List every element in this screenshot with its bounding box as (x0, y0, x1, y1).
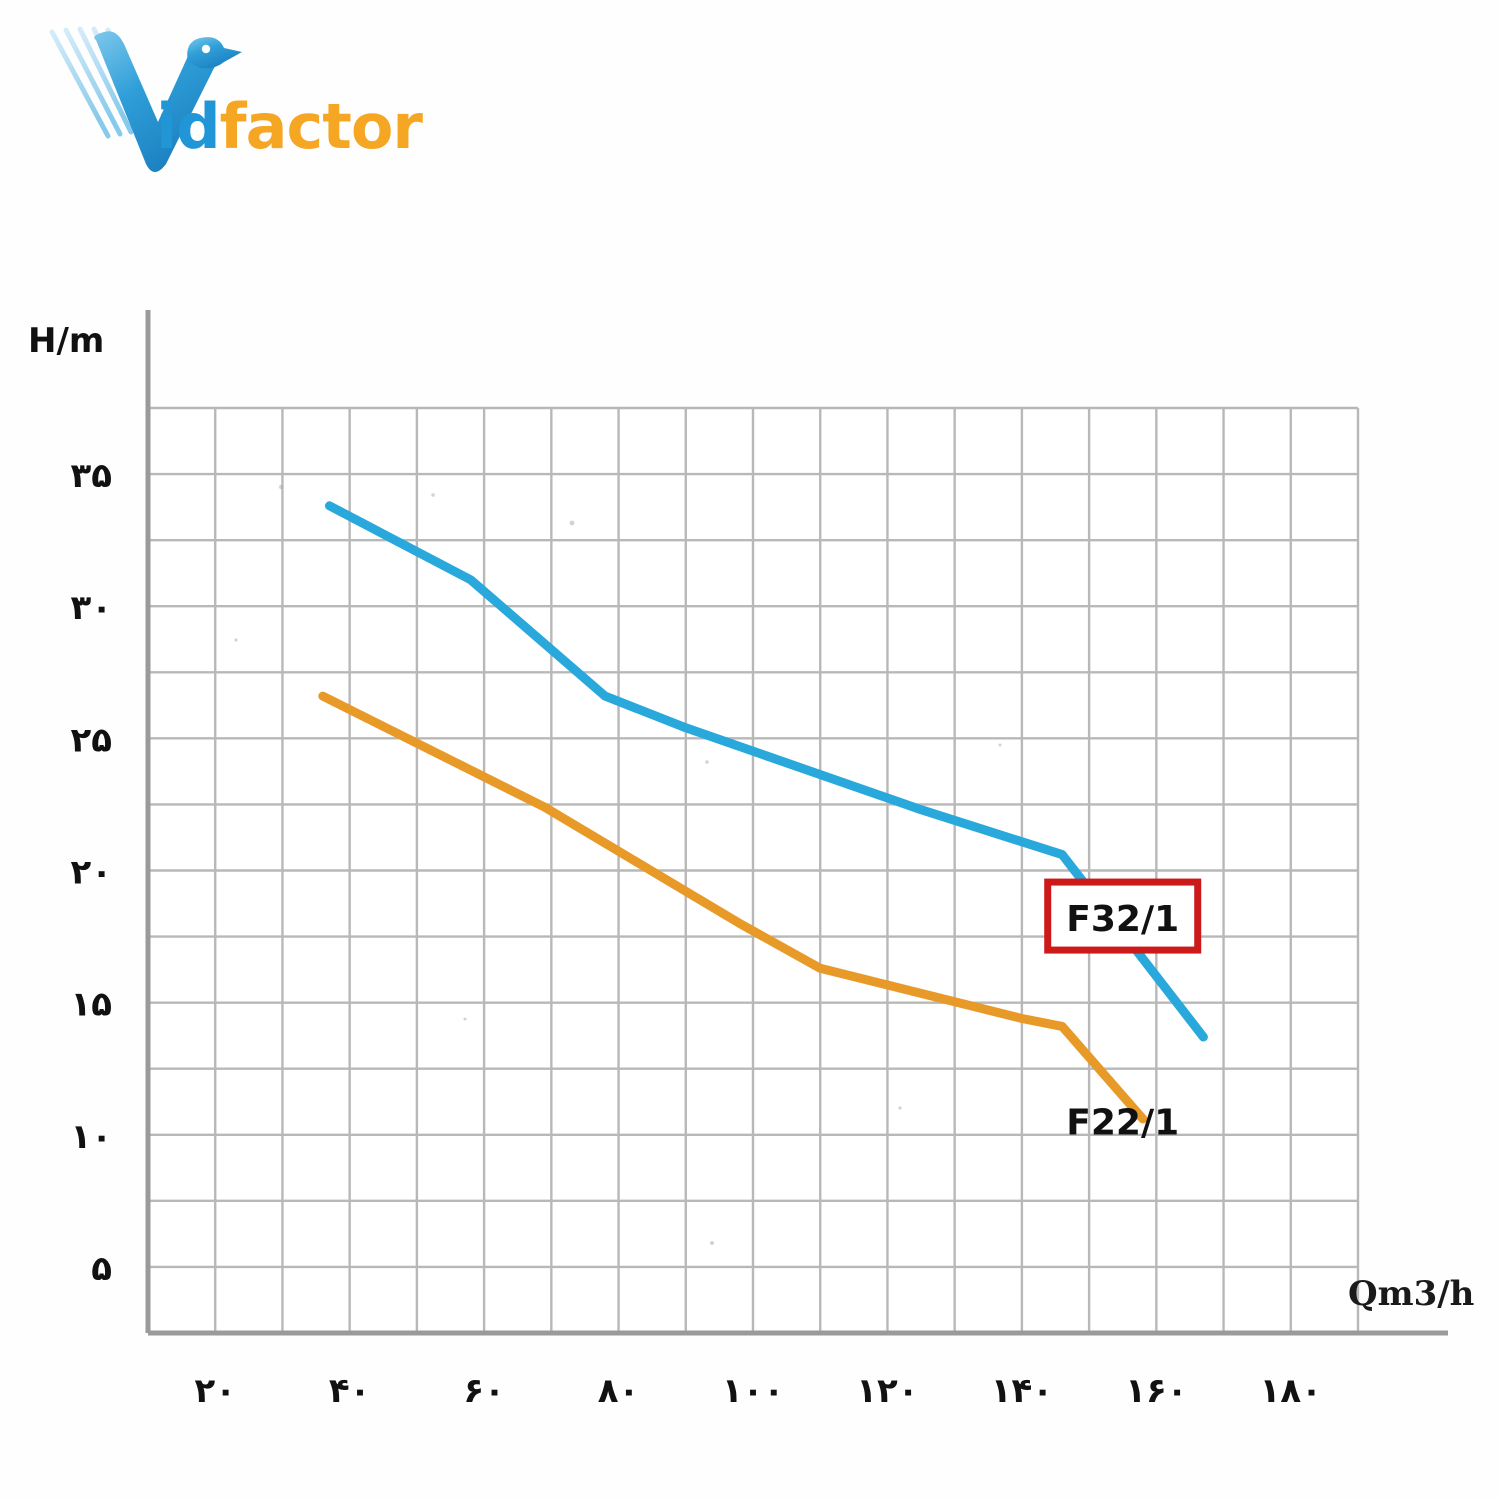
y-tick-label: ۵ (91, 1249, 112, 1289)
x-tick-label: ۸۰ (598, 1371, 640, 1411)
logo-text-id: id (156, 90, 221, 163)
x-tick-label: ۱۸۰ (1260, 1371, 1322, 1411)
y-tick-label: ۱۰ (70, 1117, 112, 1157)
series-labels-layer: F32/1 F22/1 (1044, 878, 1202, 1144)
y-axis-title: H/m (28, 321, 104, 361)
x-tick-label: ۱۰۰ (722, 1371, 784, 1411)
series-label-F32-1: F32/1 (1066, 899, 1179, 940)
series-curve-F22-1 (318, 691, 1148, 1124)
x-tick-label: ۶۰ (463, 1371, 505, 1411)
grid-horizontal-lines (148, 406, 1358, 1335)
series-label-F22-1: F22/1 (1066, 1103, 1179, 1144)
logo-wordmark: idfactor (156, 90, 423, 163)
y-tick-label: ۲۰ (70, 853, 112, 893)
y-axis-tick-labels: ۳۵ ۳۰ ۲۵ ۲۰ ۱۵ ۱۰ ۵ (70, 456, 112, 1289)
x-tick-label: ۱۴۰ (991, 1371, 1053, 1411)
logo-bird-shape (94, 31, 218, 173)
logo-bird-head (187, 37, 242, 69)
series-curve-F32-1 (325, 501, 1208, 1042)
y-tick-label: ۲۵ (70, 720, 112, 760)
x-axis-tick-labels: ۲۰ ۴۰ ۶۰ ۸۰ ۱۰۰ ۱۲۰ ۱۴۰ ۱۶۰ ۱۸۰ (194, 1371, 1321, 1411)
brand-logo: idfactor (38, 18, 423, 183)
x-tick-label: ۱۶۰ (1125, 1371, 1187, 1411)
x-tick-label: ۴۰ (329, 1371, 371, 1411)
series-label-box-F32-1 (1044, 878, 1202, 954)
data-series-layer (318, 501, 1208, 1124)
logo-text-factor: factor (219, 90, 423, 163)
y-tick-label: ۳۰ (70, 588, 112, 628)
x-tick-label: ۲۰ (194, 1371, 236, 1411)
y-tick-label: ۳۵ (70, 456, 112, 496)
x-axis-title: Qm3/h (1348, 1274, 1474, 1314)
logo-bird-eye (201, 44, 211, 54)
y-tick-label: ۱۵ (70, 985, 112, 1025)
x-tick-label: ۱۲۰ (856, 1371, 918, 1411)
paper-speckles (234, 484, 1002, 1245)
